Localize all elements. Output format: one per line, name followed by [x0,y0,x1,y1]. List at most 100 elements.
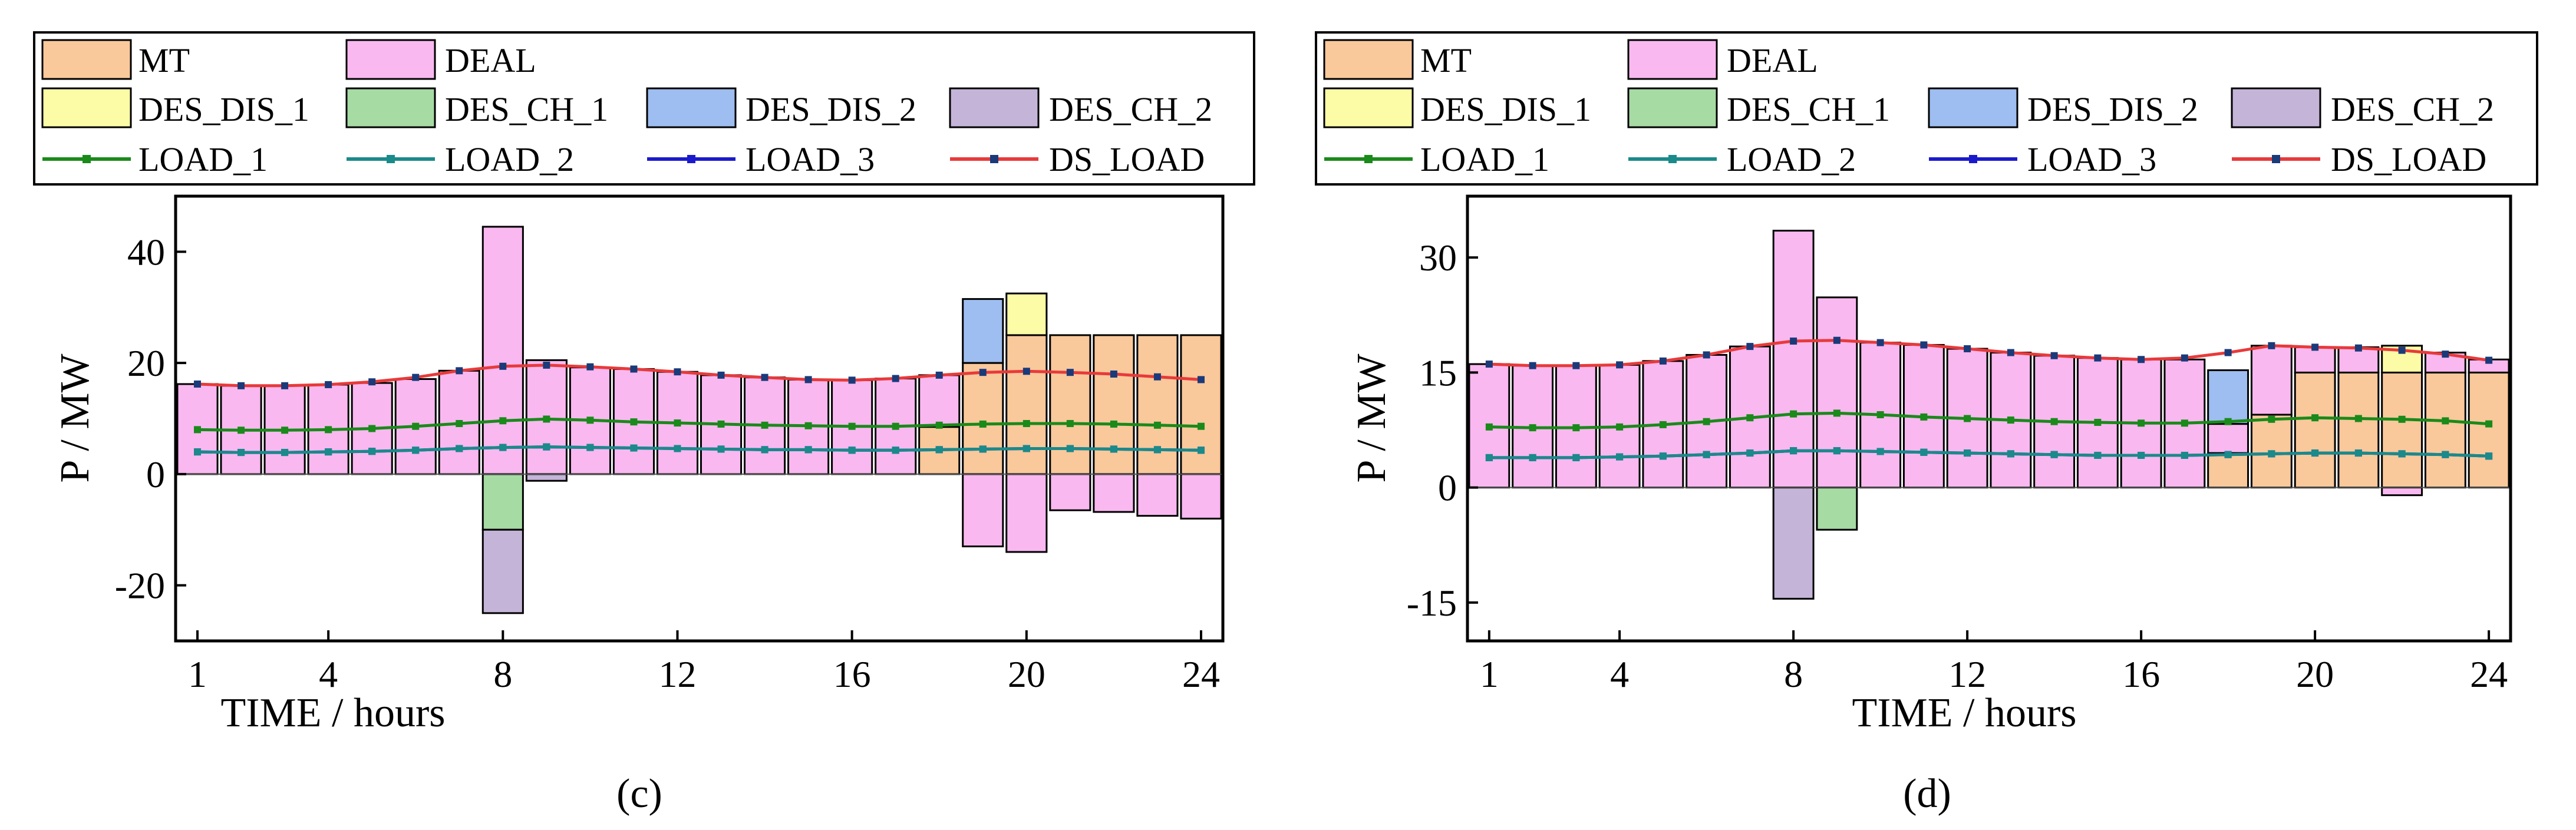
point-load-2 [2224,451,2232,458]
legend-label-load-1: LOAD_1 [1420,140,1549,178]
point-ds-load [1023,368,1030,375]
point-ds-load [499,362,507,370]
point-load-2 [499,444,507,451]
point-load-2 [761,446,768,454]
legend-swatch-des-dis-2 [646,87,737,128]
point-load-2 [1659,452,1667,460]
point-ds-load [1110,371,1117,378]
bar-deal [962,473,1004,548]
y-tick-label: 40 [127,231,165,273]
bar-des-ch-1 [1816,487,1858,531]
point-load-1 [804,422,812,429]
point-load-2 [2181,451,2188,459]
legend-label-load-1: LOAD_1 [138,140,268,178]
point-ds-load [1529,362,1536,369]
point-ds-load [2442,350,2449,358]
bar-mt [2294,371,2336,489]
point-load-1 [1876,411,1884,418]
point-load-2 [1023,445,1030,452]
point-load-1 [1659,421,1667,428]
point-ds-load [1746,343,1754,350]
bar-deal [2207,423,2250,454]
point-ds-load [586,363,594,371]
point-ds-load [848,376,856,384]
point-ds-load [368,378,376,386]
bar-mt [2381,371,2423,489]
y-tick-label: -20 [115,565,165,607]
point-load-1 [2050,418,2058,425]
point-load-2 [281,449,289,457]
point-load-2 [804,446,812,454]
bar-des-ch-1 [481,473,524,531]
bar-des-dis-2 [2207,369,2250,425]
point-load-2 [2442,451,2449,458]
plot-area-c: 1 4 8 12 16 20 24 -20 0 20 40 [115,194,1225,695]
bar-deal [1093,473,1135,513]
plot-area-d: 1 4 8 12 16 20 24 -15 0 15 30 [1407,194,2512,695]
bar-mt [2468,371,2510,489]
legend-swatch-des-ch-1 [345,87,436,128]
bar-deal [1005,473,1048,553]
point-load-2 [1746,449,1754,457]
point-load-1 [1110,420,1117,428]
legend-swatch-mt [1323,39,1414,80]
series-line-load-1 [197,417,1202,432]
bar-deal [918,374,961,428]
legend-box: MT DEAL DES_DIS_1 DES_CH_1 DES_DIS_2 DES… [1315,31,2538,186]
point-ds-load [630,365,638,373]
point-load-2 [1703,451,1710,458]
legend-label-des-ch-2: DES_CH_2 [1049,90,1212,128]
point-load-1 [1746,414,1754,422]
point-ds-load [1153,373,1161,381]
point-load-2 [1529,454,1536,461]
legend-label-ds-load: DS_LOAD [1049,140,1205,178]
x-tick-label: 24 [1182,653,1220,695]
bar-mt [1049,334,1091,475]
legend-marker-ds-load [2272,155,2280,163]
legend-label-load-2: LOAD_2 [1727,140,1856,178]
legend-marker-load-1 [1364,155,1373,163]
legend-swatch-mt [41,39,132,80]
point-load-1 [2485,420,2493,428]
point-ds-load [1703,351,1710,359]
point-load-1 [2354,415,2362,422]
point-load-1 [2311,414,2319,422]
point-load-2 [1197,447,1205,454]
point-load-1 [543,415,550,423]
point-load-2 [586,444,594,451]
bar-deal [1180,473,1222,520]
bar-mt [2424,371,2466,489]
point-load-1 [2094,419,2102,426]
y-tick-label: 20 [127,342,165,384]
x-tick-label: 1 [1480,653,1499,695]
bar-des-ch-2 [481,528,524,614]
point-load-1 [630,418,638,426]
legend-label-des-dis-2: DES_DIS_2 [746,90,916,128]
bar-deal [2294,346,2336,373]
point-load-2 [2485,452,2493,460]
point-load-2 [717,445,725,453]
legend-box: MT DEAL DES_DIS_1 DES_CH_1 DES_DIS_2 DES… [33,31,1255,186]
bar-des-dis-1 [1005,292,1048,336]
bar-des-dis-2 [962,298,1004,364]
legend-marker-load-3 [687,155,695,163]
point-ds-load [674,368,681,376]
point-load-1 [1197,422,1205,430]
legend-label-load-2: LOAD_2 [445,140,574,178]
point-load-1 [848,422,856,430]
point-load-1 [1529,424,1536,432]
point-ds-load [2094,354,2102,362]
point-load-1 [1153,421,1161,429]
point-load-2 [194,448,202,456]
legend-marker-load-1 [83,155,91,163]
legend-label-des-dis-1: DES_DIS_1 [1420,90,1591,128]
point-load-2 [2354,449,2362,457]
point-load-2 [368,448,376,455]
axes-frame [1466,194,2512,643]
bar-deal [2381,487,2423,497]
point-load-1 [892,422,899,430]
legend-swatch-des-ch-2 [2231,87,2321,128]
bar-deal [481,226,524,475]
legend-label-des-ch-2: DES_CH_2 [2331,90,2494,128]
legend-swatch-des-ch-2 [949,87,1040,128]
